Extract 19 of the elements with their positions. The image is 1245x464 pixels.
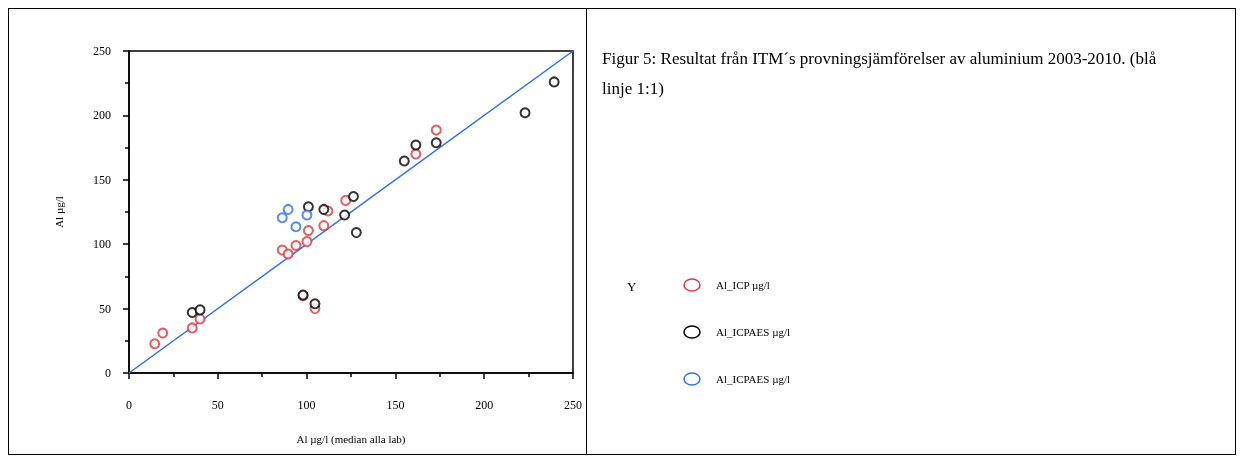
y-tick-label: 250 — [93, 44, 111, 58]
x-tick-label: 150 — [386, 398, 405, 412]
x-tick-label: 250 — [564, 398, 582, 412]
y-tick-label: 0 — [105, 366, 111, 380]
y-tick-label: 100 — [93, 237, 111, 252]
legend-label: Al_ICPAES µg/l — [716, 372, 791, 385]
y-axis-title: Al µg/l — [52, 196, 65, 228]
legend-label: Al_ICPAES µg/l — [716, 325, 791, 338]
text: Figur 5: Resultat från ITM´s provningsjämförelser av aluminium 2003-2010. (blå linje 1:1) — [602, 48, 1158, 100]
x-tick-label: 100 — [297, 398, 316, 412]
x-axis-title: Al µg/l (median alla lab) — [296, 432, 406, 446]
x-tick-label: 0 — [126, 398, 132, 412]
x-tick-label: 200 — [475, 398, 494, 412]
y-tick-label: 50 — [99, 301, 111, 316]
y-tick-label: 200 — [93, 108, 111, 123]
y-tick-label: 150 — [93, 172, 111, 187]
x-tick-label: 50 — [211, 398, 224, 412]
legend-label: Al_ICP µg/l — [716, 278, 770, 291]
legend-title: Y — [627, 279, 638, 296]
